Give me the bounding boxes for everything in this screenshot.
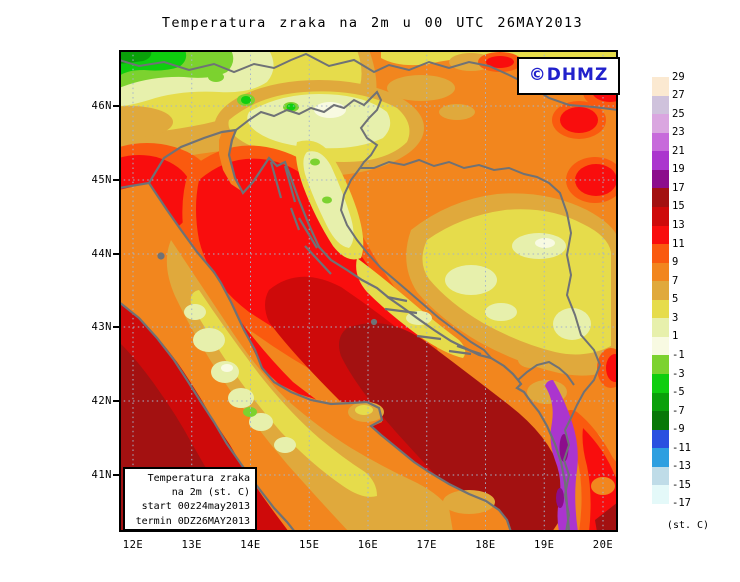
colorbar-label: 15 — [672, 200, 685, 213]
map-frame — [119, 50, 618, 532]
legend-line: na 2m (st. C) — [171, 487, 250, 499]
lat-axis-label: 42N — [91, 395, 112, 407]
colorbar-label: 5 — [672, 293, 679, 306]
colorbar-swatch — [652, 206, 669, 227]
map — [119, 50, 618, 532]
colorbar-label: 9 — [672, 256, 679, 269]
colorbar-swatch — [652, 225, 669, 245]
lat-axis-label: 44N — [91, 248, 112, 260]
colorbar-label: 21 — [672, 144, 685, 157]
colorbar-swatch — [652, 448, 669, 468]
colorbar-label: -5 — [672, 386, 685, 399]
lat-axis-tick — [113, 253, 119, 255]
colorbar-swatch — [652, 77, 669, 97]
legend-box: Temperatura zraka na 2m (st. C) start 00… — [123, 467, 257, 531]
colorbar-label: 19 — [672, 163, 685, 176]
lon-axis-label: 16E — [357, 539, 379, 551]
colorbar-label: 29 — [672, 70, 685, 83]
colorbar-label: 27 — [672, 89, 685, 102]
legend-line: start 00z24may2013 — [141, 501, 250, 513]
colorbar-swatch — [652, 336, 669, 356]
lat-axis-tick — [113, 474, 119, 476]
colorbar-swatch — [652, 95, 669, 115]
colorbar-swatch — [652, 299, 669, 319]
colorbar-swatch — [652, 411, 669, 431]
copyright-dhmz-label: ©DHMZ — [528, 65, 609, 85]
colorbar-label: 7 — [672, 274, 679, 287]
lat-axis-label: 46N — [91, 100, 112, 112]
colorbar-label: 3 — [672, 311, 679, 324]
colorbar-unit-label: (st. C) — [666, 520, 710, 531]
legend-line: Temperatura zraka — [147, 473, 250, 484]
colorbar-label: 17 — [672, 181, 685, 194]
legend-line: termin 0DZ26MAY2013 — [135, 515, 250, 527]
colorbar-swatch — [652, 188, 669, 208]
colorbar-label: -3 — [672, 367, 685, 380]
colorbar-label: -13 — [672, 460, 691, 473]
colorbar-label: 11 — [672, 237, 685, 250]
colorbar-swatch — [652, 318, 669, 338]
colorbar-swatch — [652, 132, 669, 152]
lat-axis-label: 45N — [91, 174, 112, 186]
colorbar-swatch — [652, 429, 669, 449]
colorbar-swatch — [652, 466, 669, 486]
coastline — [119, 128, 571, 532]
colorbar-label: -7 — [672, 404, 685, 417]
colorbar-swatch — [652, 169, 669, 189]
lon-axis-label: 20E — [592, 539, 614, 551]
colorbar-label: -9 — [672, 423, 685, 436]
colorbar-swatch — [652, 114, 669, 134]
lon-axis-label: 13E — [181, 539, 202, 551]
lat-axis-label: 41N — [91, 469, 112, 481]
colorbar-label: -11 — [672, 441, 691, 454]
lon-axis-label: 14E — [240, 539, 261, 551]
colorbar-swatch — [652, 374, 669, 394]
colorbar-label: 13 — [672, 219, 685, 232]
lon-axis-label: 18E — [475, 539, 496, 551]
lon-axis-label: 12E — [122, 539, 144, 551]
colorbar-swatch — [652, 244, 669, 264]
plot-title: Temperatura zraka na 2m u 00 UTC 26MAY20… — [161, 15, 584, 31]
lat-axis-tick — [113, 400, 119, 402]
colorbar-swatch — [652, 262, 669, 282]
lat-axis-label: 43N — [91, 321, 112, 333]
lat-axis-tick — [113, 326, 119, 328]
colorbar-label: -17 — [672, 497, 691, 510]
colorbar-label: 1 — [672, 330, 679, 343]
lat-axis-tick — [113, 179, 119, 181]
colorbar-label: -15 — [672, 478, 691, 491]
colorbar-swatch — [652, 392, 669, 412]
colorbar-swatch — [652, 485, 669, 505]
colorbar-swatch — [652, 355, 669, 375]
lon-axis-label: 17E — [416, 539, 437, 551]
lon-axis-label: 15E — [299, 539, 320, 551]
lat-axis-tick — [113, 105, 119, 107]
dhmz-watermark: ©DHMZ — [517, 57, 620, 95]
colorbar-label: 25 — [672, 107, 685, 120]
colorbar-label: -1 — [672, 348, 685, 361]
temperature-field — [119, 50, 618, 532]
colorbar-swatch — [652, 151, 669, 171]
colorbar-swatch — [652, 281, 669, 301]
colorbar-label: 23 — [672, 126, 685, 139]
lon-axis-label: 19E — [534, 539, 555, 551]
